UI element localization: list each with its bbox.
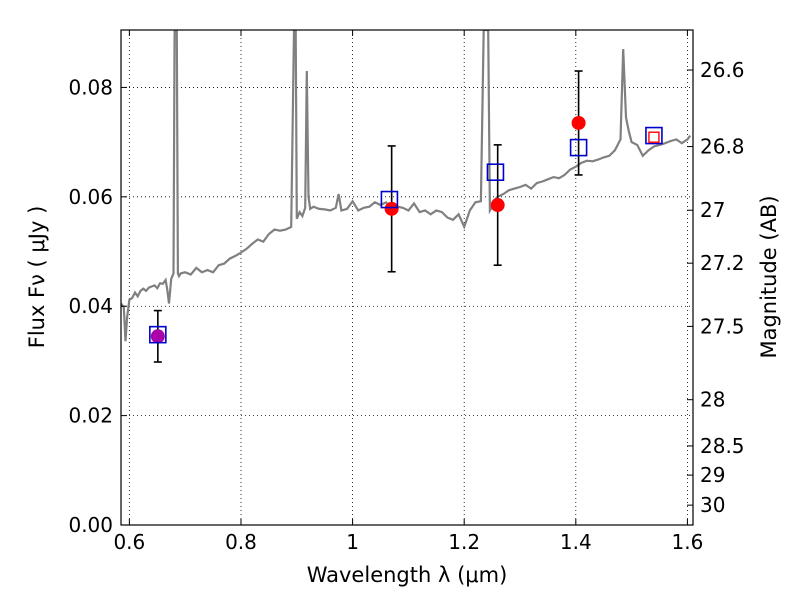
x-tick-label: 0.6 bbox=[113, 530, 145, 554]
y-tick-label: 0.08 bbox=[68, 75, 113, 99]
y-axis-label: Flux Fν ( μJy ) bbox=[25, 206, 49, 349]
x-tick-label: 1.2 bbox=[448, 530, 480, 554]
y2-tick-label: 30 bbox=[700, 493, 725, 517]
y2-tick-label: 28.5 bbox=[700, 434, 745, 458]
x-axis-label: Wavelength λ (μm) bbox=[307, 563, 508, 587]
model-square-marker bbox=[645, 126, 663, 145]
observed-point-marker bbox=[384, 201, 399, 216]
plot-frame bbox=[120, 29, 694, 526]
y-tick-label: 0.02 bbox=[68, 404, 113, 428]
x-tick-label: 0.8 bbox=[225, 530, 257, 554]
model-square-marker bbox=[380, 190, 399, 209]
y-tick-label: 0.06 bbox=[68, 185, 113, 209]
y2-tick-label: 26.6 bbox=[700, 58, 745, 82]
ticks: 0.6 0.8 1 1.2 1.4 1.6 0.00 0.02 0.04 0.06 0.08 26.6… bbox=[68, 30, 745, 554]
spectrum bbox=[121, 30, 692, 342]
y2-tick-label: 27.2 bbox=[700, 251, 745, 275]
y-tick-label: 0.00 bbox=[68, 513, 113, 537]
spectrum-line bbox=[121, 30, 692, 342]
model-square-marker bbox=[486, 163, 505, 182]
observed-point-marker bbox=[571, 115, 586, 130]
x-tick-label: 1.6 bbox=[672, 530, 704, 554]
model-square-marker bbox=[149, 325, 167, 344]
y2-tick-label: 27 bbox=[700, 198, 725, 222]
y2-tick-label: 28 bbox=[700, 388, 725, 412]
x-tick-label: 1 bbox=[346, 530, 359, 554]
observed-point-marker bbox=[150, 329, 165, 344]
observed-point-marker bbox=[490, 198, 505, 213]
markers bbox=[149, 115, 663, 344]
y2-tick-label: 29 bbox=[700, 463, 725, 487]
model-square-marker bbox=[569, 138, 588, 157]
y2-tick-label: 27.5 bbox=[700, 314, 745, 338]
x-tick-label: 1.4 bbox=[560, 530, 592, 554]
y2-tick-label: 26.8 bbox=[700, 135, 745, 159]
y2-axis-label: Magnitude (AB) bbox=[757, 195, 781, 358]
model-square-marker-small bbox=[648, 131, 660, 143]
y-tick-label: 0.04 bbox=[68, 294, 113, 318]
plot-background bbox=[121, 30, 693, 525]
